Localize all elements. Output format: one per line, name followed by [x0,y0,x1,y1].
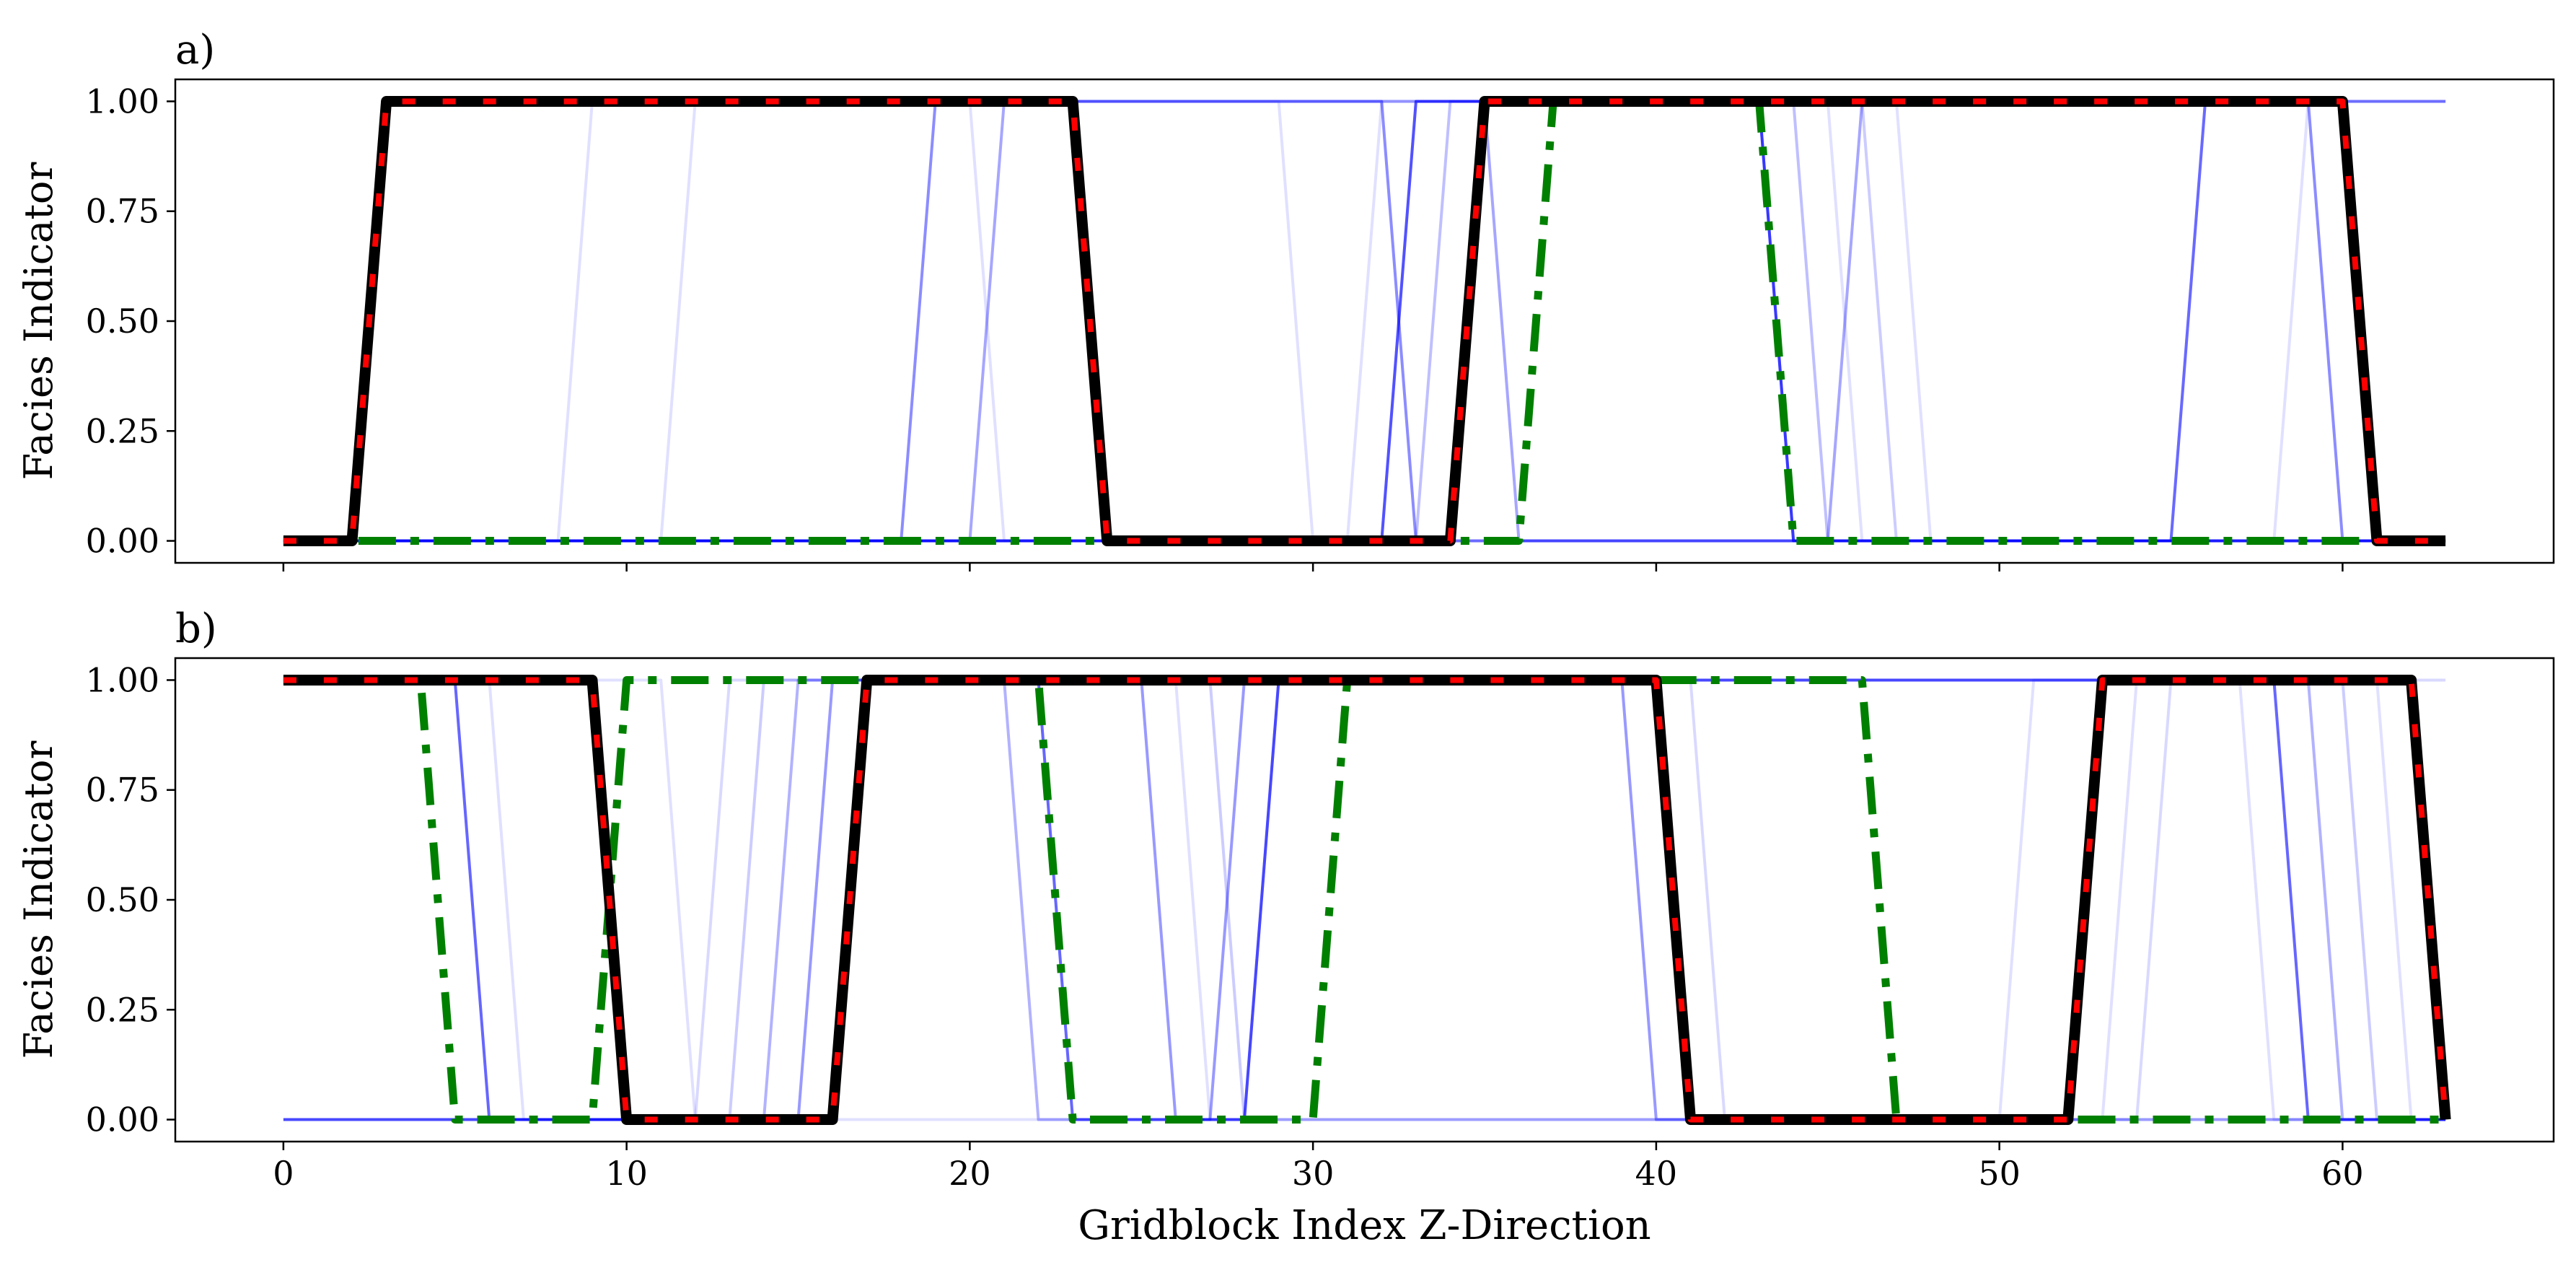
panel-a: 0.00 0.25 0.50 0.75 1.00 Facies Indicator a) [16,27,2555,572]
y-tick-label: 0.00 [86,1100,159,1139]
panel-label: b) [175,605,217,652]
x-tick-label: 30 [1292,1154,1335,1193]
x-tick-label: 10 [605,1154,648,1193]
y-axis-label: Facies Indicator [16,740,61,1059]
x-tick-label: 0 [273,1154,294,1193]
series-line-blue-2 [283,100,2446,543]
x-axis-label: Gridblock Index Z-Direction [1078,1202,1651,1249]
series-line-reference-red-dash [283,677,2449,1123]
y-axis-label: Facies Indicator [16,162,61,480]
x-tick-label: 50 [1978,1154,2021,1193]
series-group [283,96,2446,546]
y-tick-label: 0.25 [86,411,159,450]
y-tick-label: 0.75 [86,771,159,810]
series-line-blue-5 [283,100,2446,543]
x-tick-label: 40 [1635,1154,1678,1193]
series-line-blue-0 [283,678,2446,1121]
y-tick-label: 0.25 [86,990,159,1029]
series-line-blue-3 [283,678,2446,1121]
series-group [283,675,2451,1125]
y-tick-label: 1.00 [86,82,159,121]
series-line-blue-2 [283,678,2446,1121]
y-tick-label: 0.75 [86,192,159,231]
x-tick-label: 60 [2321,1154,2364,1193]
y-tick-label: 0.50 [86,302,159,341]
panel-b: 0 10 20 30 40 50 60 0.00 0.25 0.50 0.75 1.00 Facies … [16,605,2555,1249]
y-tick-label: 0.00 [86,522,159,561]
series-line-reference-red-dash [283,98,2446,544]
x-tick-label: 20 [949,1154,991,1193]
panel-label: a) [175,27,215,74]
series-line-blue-6 [283,100,2446,543]
series-line-green-dashdot [283,676,2446,1124]
y-tick-label: 1.00 [86,660,159,699]
axes-frame [174,657,2555,1143]
y-tick-label: 0.50 [86,880,159,919]
